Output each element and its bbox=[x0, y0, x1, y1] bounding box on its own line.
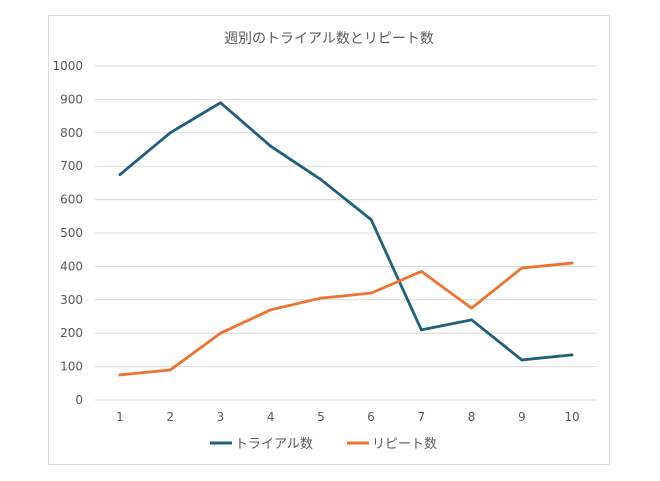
x-tick-label: 10 bbox=[564, 410, 579, 424]
x-tick-label: 7 bbox=[418, 410, 426, 424]
data-point bbox=[470, 306, 473, 310]
data-point bbox=[168, 131, 172, 135]
y-tick-label: 900 bbox=[60, 92, 83, 106]
data-point bbox=[219, 331, 222, 335]
x-tick-label: 1 bbox=[116, 410, 124, 424]
x-tick-label: 2 bbox=[166, 410, 174, 424]
x-tick-label: 9 bbox=[518, 410, 526, 424]
data-point bbox=[570, 353, 574, 357]
data-point bbox=[369, 291, 373, 295]
y-tick-label: 700 bbox=[60, 159, 83, 173]
data-point bbox=[419, 270, 423, 273]
data-point bbox=[470, 318, 473, 322]
legend-label: リピート数 bbox=[372, 437, 437, 452]
series-line-2 bbox=[118, 261, 574, 377]
x-tick-label: 5 bbox=[317, 410, 325, 424]
data-point bbox=[570, 261, 574, 265]
chart-area bbox=[48, 15, 610, 465]
y-tick-label: 400 bbox=[60, 259, 83, 273]
data-point bbox=[118, 173, 122, 176]
y-tick-label: 800 bbox=[60, 126, 83, 140]
data-point bbox=[118, 373, 122, 377]
series-line-1 bbox=[118, 101, 574, 362]
data-point bbox=[168, 368, 172, 372]
y-tick-label: 200 bbox=[60, 326, 83, 340]
data-point bbox=[520, 358, 524, 362]
data-point bbox=[269, 308, 273, 312]
y-tick-label: 0 bbox=[75, 393, 83, 407]
y-tick-label: 1000 bbox=[52, 59, 83, 73]
x-tick-label: 3 bbox=[217, 410, 225, 424]
x-tick-label: 6 bbox=[367, 410, 375, 424]
data-point bbox=[520, 266, 524, 270]
data-point bbox=[419, 328, 423, 332]
data-point bbox=[219, 101, 222, 105]
y-tick-label: 100 bbox=[60, 360, 83, 374]
y-tick-label: 500 bbox=[60, 226, 83, 240]
y-tick-label: 300 bbox=[60, 293, 83, 307]
x-tick-label: 8 bbox=[468, 410, 476, 424]
data-point bbox=[369, 218, 373, 222]
data-point bbox=[319, 178, 323, 181]
data-point bbox=[269, 144, 273, 148]
legend-label: トライアル数 bbox=[235, 437, 313, 452]
y-tick-label: 600 bbox=[60, 193, 83, 207]
data-point bbox=[319, 296, 323, 300]
x-tick-label: 4 bbox=[267, 410, 275, 424]
chart-title: 週別のトライアル数とリピート数 bbox=[224, 31, 434, 47]
